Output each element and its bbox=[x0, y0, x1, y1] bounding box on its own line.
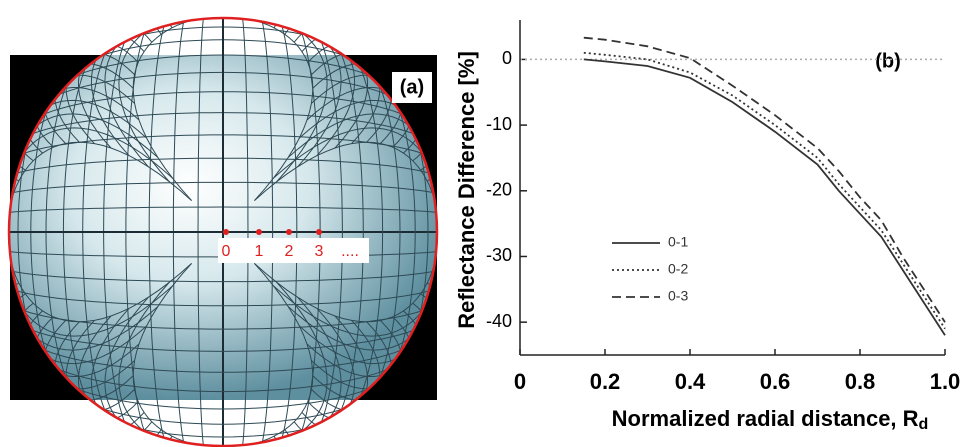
grid-line bbox=[287, 113, 437, 351]
grid-line bbox=[272, 127, 437, 337]
x-axis-label-text: Normalized radial distance, R bbox=[612, 406, 919, 431]
sample-point bbox=[316, 229, 322, 235]
x-tick-label: 0 bbox=[514, 369, 526, 394]
grid-line bbox=[9, 127, 174, 337]
grid-line bbox=[90, 18, 356, 156]
sample-point bbox=[286, 229, 292, 235]
label-box bbox=[392, 72, 432, 103]
y-axis-label: Reflectance Difference [%] bbox=[454, 51, 479, 329]
grid-line bbox=[104, 296, 342, 446]
point-label: 1 bbox=[255, 243, 264, 260]
grid-line bbox=[9, 113, 159, 351]
red-circle bbox=[7, 16, 439, 447]
point-label: .... bbox=[341, 243, 359, 260]
x-tick-label: 1.0 bbox=[930, 369, 961, 394]
panel-label: (b) bbox=[875, 50, 901, 72]
x-tick-label: 0.4 bbox=[675, 369, 706, 394]
y-tick-label: -10 bbox=[486, 114, 512, 134]
y-tick-label: 0 bbox=[502, 48, 512, 68]
grid-line bbox=[254, 141, 437, 323]
legend-label: 0-2 bbox=[668, 261, 688, 277]
x-tick-label: 0.6 bbox=[760, 369, 791, 394]
grid-line bbox=[235, 18, 249, 446]
grid-line bbox=[90, 308, 356, 446]
x-axis-label: Normalized radial distance, Rd bbox=[612, 406, 929, 433]
grid-line bbox=[118, 18, 328, 183]
legend-label: 0-3 bbox=[668, 288, 688, 304]
x-axis-label-subscript: d bbox=[919, 416, 929, 433]
grid-line bbox=[118, 281, 328, 446]
point-label: 0 bbox=[222, 243, 231, 260]
grid-line bbox=[104, 18, 342, 168]
grid-line bbox=[9, 99, 147, 365]
x-tick-label: 0.2 bbox=[590, 369, 621, 394]
y-tick-label: -30 bbox=[486, 245, 512, 265]
sample-point bbox=[223, 229, 229, 235]
series-line bbox=[583, 58, 946, 336]
sample-point bbox=[256, 229, 262, 235]
point-label: 2 bbox=[285, 243, 294, 260]
panel-label: (a) bbox=[400, 76, 424, 98]
point-label: 3 bbox=[315, 243, 324, 260]
grid-line bbox=[132, 263, 314, 446]
grid-line bbox=[9, 141, 192, 323]
chart-b: (b) Reflectance Difference [%] Normalize… bbox=[454, 20, 960, 433]
sample-points bbox=[223, 229, 322, 235]
grid-line bbox=[132, 18, 314, 201]
y-tick-label: -40 bbox=[486, 311, 512, 331]
x-tick-label: 0.8 bbox=[845, 369, 876, 394]
legend-label: 0-1 bbox=[668, 234, 688, 250]
series-line bbox=[583, 36, 946, 323]
series-line bbox=[583, 51, 946, 330]
y-tick-label: -20 bbox=[486, 180, 512, 200]
panel-a: (a) 0 1 2 3 .... bbox=[7, 16, 439, 447]
points-label-box bbox=[218, 238, 369, 263]
grid-line bbox=[299, 99, 437, 365]
